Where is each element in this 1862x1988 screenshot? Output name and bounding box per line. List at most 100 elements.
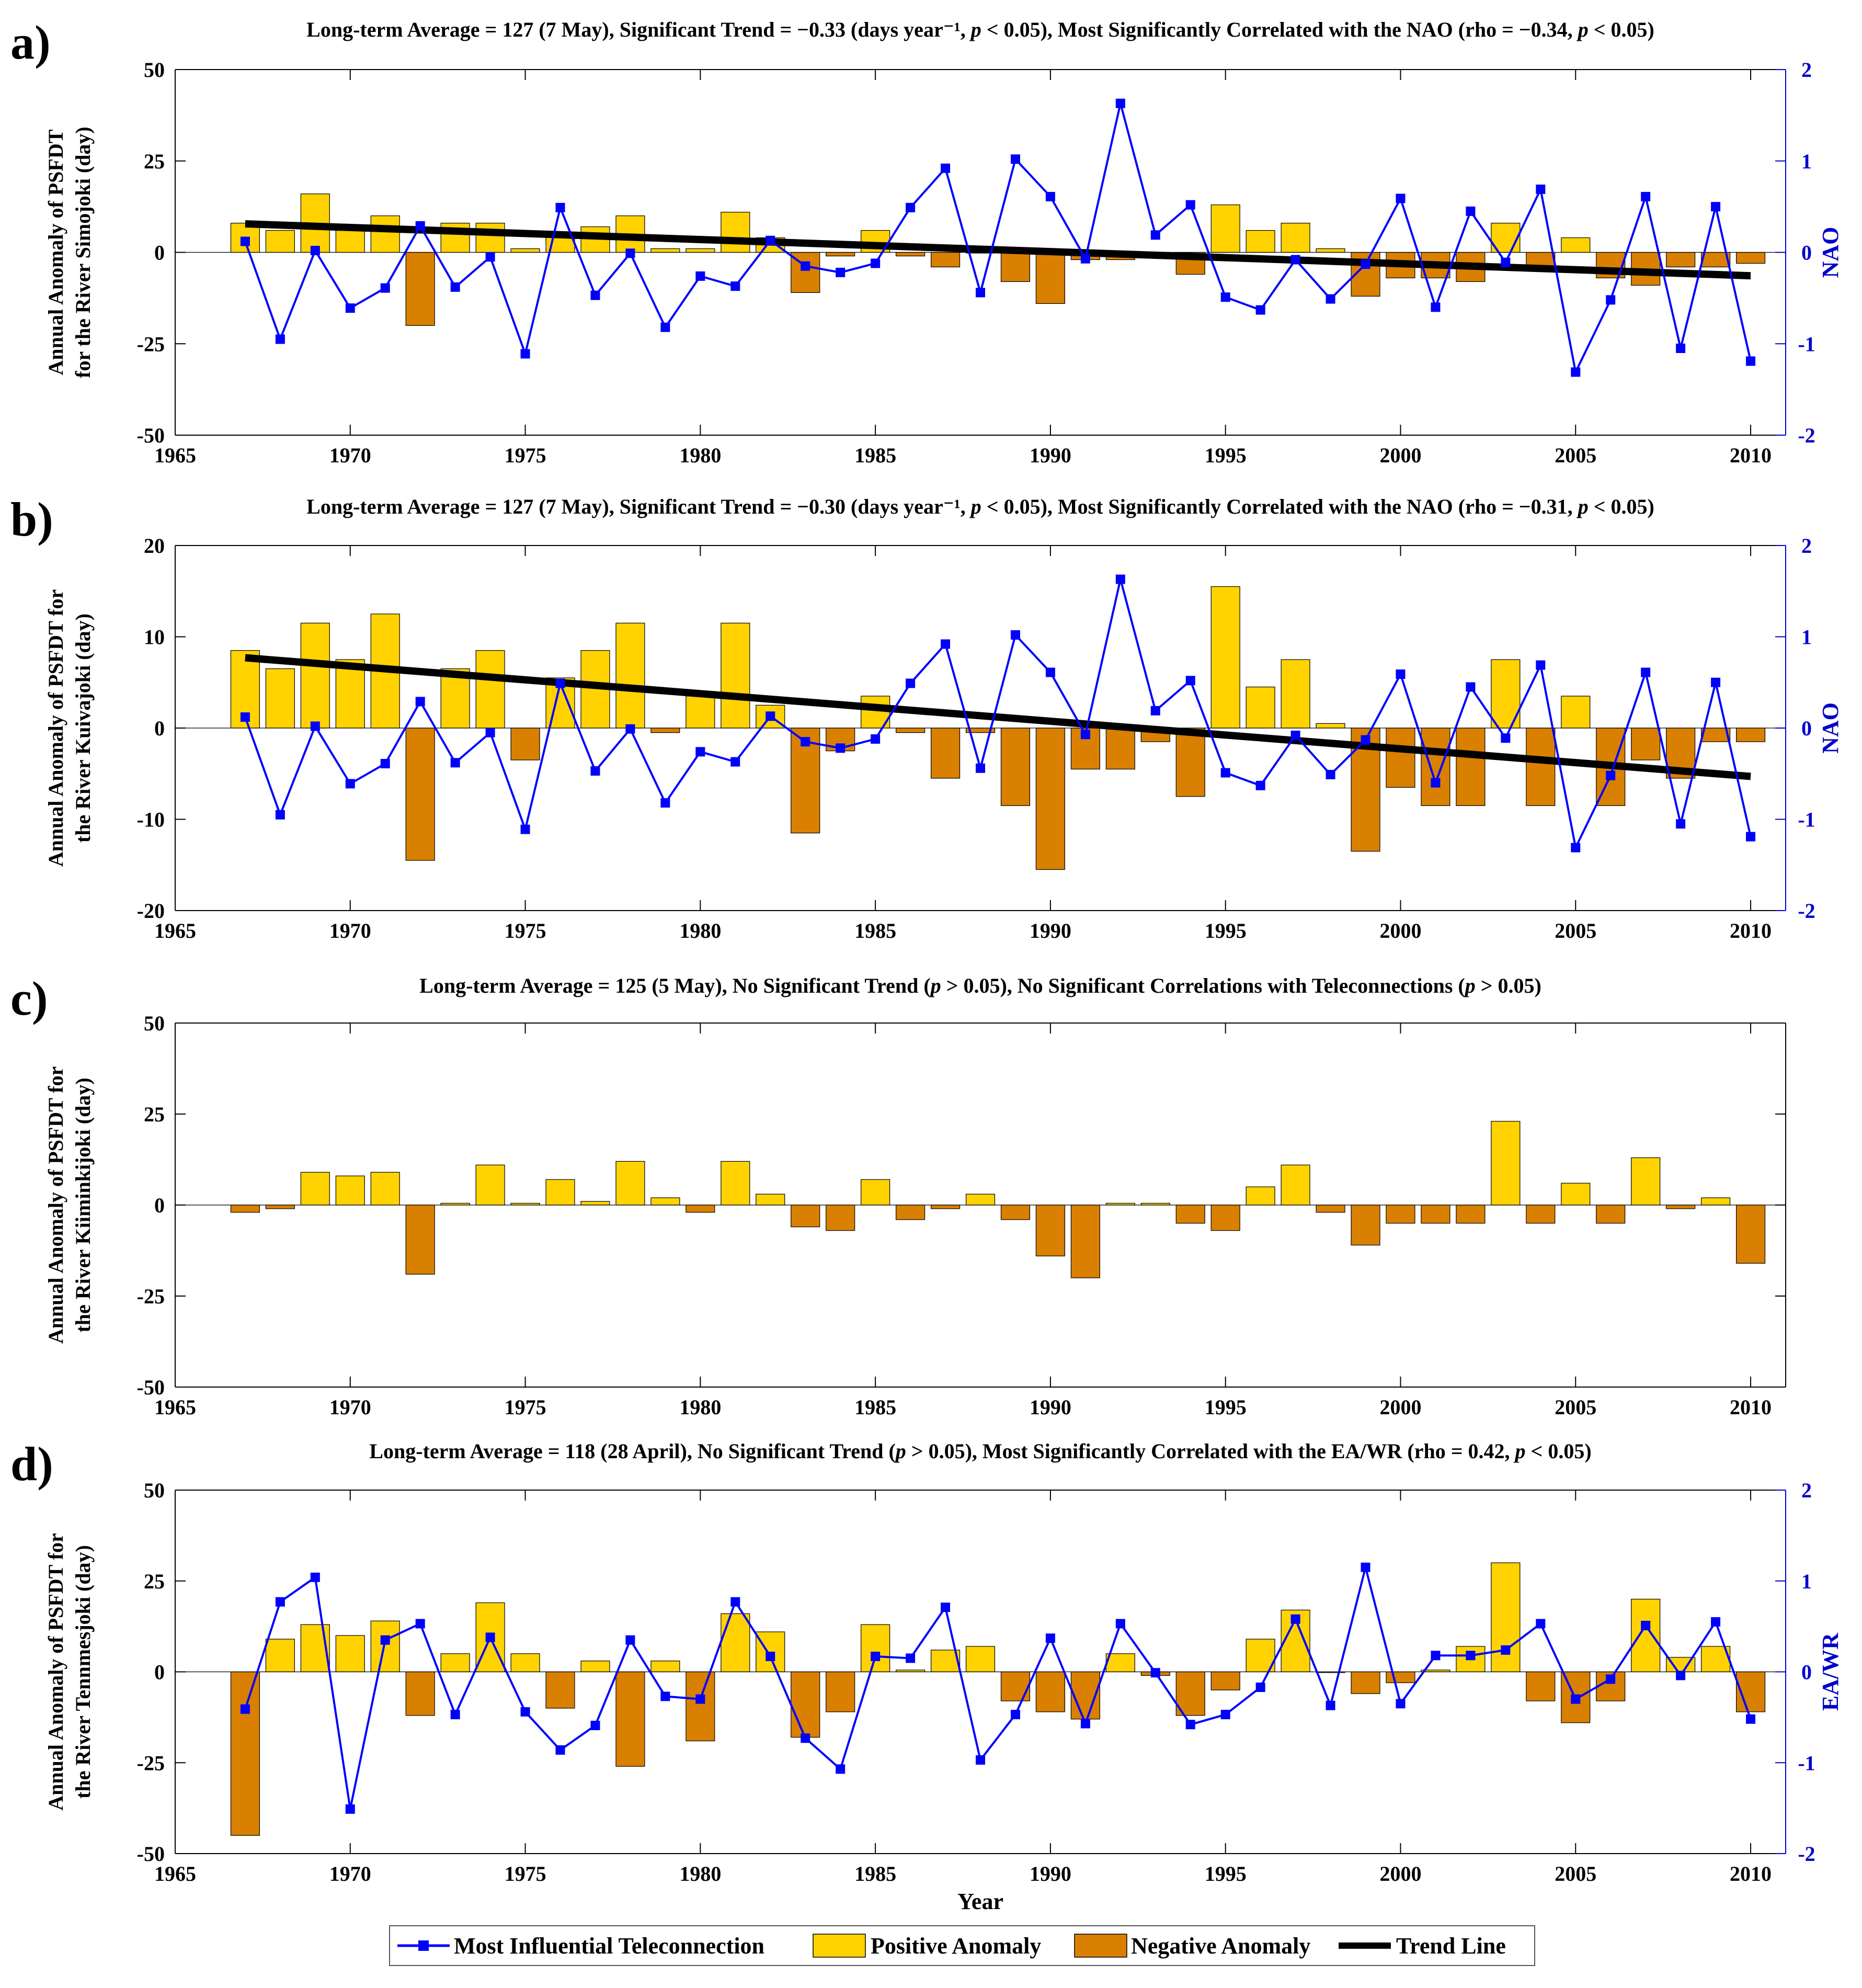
- negative-anomaly-bar: [1070, 1205, 1100, 1278]
- teleconnection-point: [730, 1597, 740, 1607]
- y-tick-label: 0: [154, 1661, 165, 1684]
- panel-title: Long-term Average = 127 (7 May), Signifi…: [306, 18, 1654, 41]
- teleconnection-point: [1536, 1619, 1546, 1629]
- x-tick-label: 2005: [1555, 919, 1596, 942]
- negative-anomaly-bar: [1000, 1671, 1031, 1701]
- teleconnection-point: [1150, 230, 1160, 240]
- negative-anomaly-bar: [1666, 1205, 1696, 1209]
- negative-anomaly-bar: [1735, 252, 1766, 264]
- teleconnection-point: [1185, 676, 1195, 686]
- teleconnection-point: [310, 1572, 320, 1582]
- positive-anomaly-bar: [1281, 1164, 1310, 1206]
- negative-anomaly-bar: [1386, 1671, 1415, 1683]
- teleconnection-point: [1150, 706, 1160, 715]
- teleconnection-point: [1711, 677, 1721, 687]
- y-right-tick-label: 1: [1801, 150, 1812, 173]
- x-tick-label: 1980: [679, 1862, 721, 1885]
- legend-teleconnection-marker: [418, 1940, 429, 1951]
- legend-negative-swatch: [1074, 1934, 1127, 1958]
- teleconnection-point: [1501, 1645, 1511, 1655]
- y-tick-label: 50: [144, 1012, 165, 1035]
- x-tick-label: 1990: [1030, 919, 1071, 942]
- teleconnection-point: [1255, 305, 1265, 315]
- panel-title: Long-term Average = 127 (7 May), Signifi…: [306, 495, 1654, 518]
- teleconnection-point: [1431, 302, 1441, 312]
- y-right-tick-label: -1: [1798, 332, 1815, 356]
- negative-anomaly-bar: [1175, 1205, 1205, 1224]
- positive-anomaly-bar: [965, 1646, 996, 1673]
- positive-anomaly-bar: [686, 248, 715, 253]
- teleconnection-point: [871, 258, 881, 268]
- positive-anomaly-bar: [721, 622, 750, 729]
- teleconnection-point: [1396, 669, 1406, 679]
- negative-anomaly-bar: [615, 1671, 645, 1767]
- y-tick-label: 0: [154, 241, 165, 265]
- teleconnection-point: [1010, 154, 1020, 164]
- teleconnection-point: [590, 290, 600, 300]
- teleconnection-point: [1746, 832, 1756, 842]
- teleconnection-point: [310, 246, 320, 256]
- teleconnection-line: [244, 579, 1752, 851]
- x-tick-label: 1990: [1030, 1395, 1071, 1419]
- teleconnection-point: [1045, 1633, 1055, 1643]
- x-tick-label: 1970: [329, 919, 371, 942]
- teleconnection-point: [1431, 1651, 1441, 1661]
- teleconnection-point: [1220, 292, 1230, 302]
- x-tick-label: 2000: [1379, 919, 1421, 942]
- teleconnection-point: [1150, 1668, 1160, 1678]
- teleconnection-point: [1641, 191, 1651, 201]
- teleconnection-point: [1466, 682, 1476, 692]
- teleconnection-point: [976, 1755, 985, 1765]
- teleconnection-point: [1326, 294, 1335, 304]
- x-tick-label: 1975: [505, 1862, 546, 1885]
- teleconnection-point: [1290, 255, 1300, 265]
- y-tick-label: 20: [144, 534, 165, 558]
- teleconnection-point: [1711, 202, 1721, 212]
- teleconnection-point: [450, 758, 460, 768]
- teleconnection-point: [801, 261, 810, 271]
- teleconnection-point: [555, 678, 565, 688]
- teleconnection-point: [380, 759, 390, 769]
- y-right-axis-label: EA/WR: [1818, 1632, 1843, 1711]
- teleconnection-point: [1641, 667, 1651, 677]
- x-tick-label: 1985: [854, 1862, 896, 1885]
- positive-anomaly-bar: [440, 1653, 470, 1673]
- positive-anomaly-bar: [650, 248, 680, 253]
- teleconnection-point: [485, 1632, 495, 1642]
- y-tick-label: -20: [137, 899, 165, 923]
- teleconnection-point: [1606, 1674, 1616, 1684]
- positive-anomaly-bar: [721, 1613, 750, 1673]
- positive-anomaly-bar: [965, 1194, 996, 1206]
- y-right-tick-label: 1: [1801, 1570, 1812, 1593]
- positive-anomaly-bar: [265, 668, 295, 729]
- x-tick-label: 2005: [1555, 1862, 1596, 1885]
- negative-anomaly-bar: [896, 1205, 926, 1220]
- positive-anomaly-bar: [265, 230, 295, 253]
- positive-anomaly-bar: [1631, 1598, 1661, 1673]
- negative-anomaly-bar: [1526, 728, 1556, 806]
- negative-anomaly-bar: [1456, 1205, 1486, 1224]
- negative-anomaly-bar: [686, 1205, 715, 1213]
- teleconnection-point: [1185, 1720, 1195, 1730]
- y-tick-label: 0: [154, 717, 165, 740]
- x-tick-label: 1965: [154, 1395, 196, 1419]
- x-tick-label: 1975: [505, 444, 546, 467]
- x-tick-label: 1965: [154, 1862, 196, 1885]
- teleconnection-point: [1010, 1710, 1020, 1720]
- positive-anomaly-bar: [650, 1661, 680, 1673]
- teleconnection-point: [1080, 730, 1090, 740]
- positive-anomaly-bar: [510, 248, 540, 253]
- negative-anomaly-bar: [1386, 728, 1415, 788]
- teleconnection-point: [1641, 1620, 1651, 1630]
- negative-anomaly-bar: [930, 1205, 961, 1209]
- x-tick-label: 1985: [854, 1395, 896, 1419]
- x-tick-label: 1980: [679, 444, 721, 467]
- teleconnection-point: [1080, 254, 1090, 264]
- teleconnection-point: [660, 798, 670, 808]
- teleconnection-point: [1326, 769, 1335, 779]
- positive-anomaly-bar: [510, 1653, 540, 1673]
- negative-anomaly-bar: [1175, 1671, 1205, 1716]
- teleconnection-point: [1290, 730, 1300, 740]
- x-tick-label: 1980: [679, 1395, 721, 1419]
- teleconnection-point: [906, 202, 916, 212]
